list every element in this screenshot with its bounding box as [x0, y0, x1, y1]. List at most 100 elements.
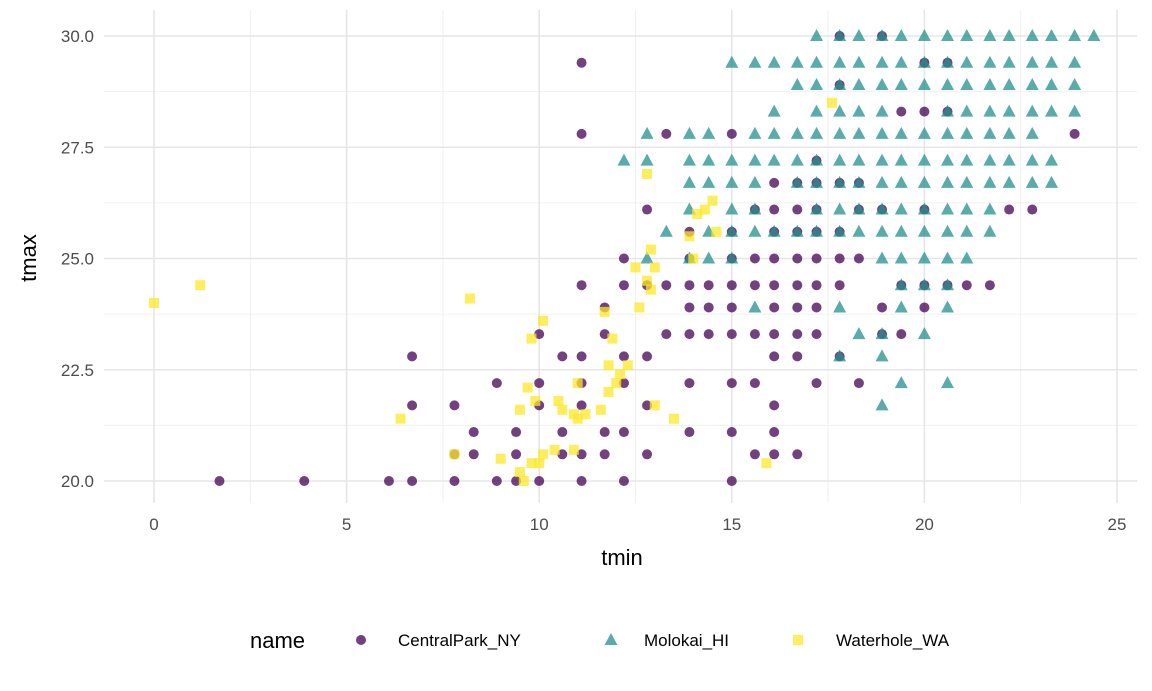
point-molokai-hi [1025, 126, 1039, 139]
x-axis-tick-labels: 0 5 10 15 20 25 [149, 515, 1126, 534]
point-molokai-hi [983, 126, 997, 139]
point-molokai-hi [875, 349, 889, 362]
point-centralpark-ny [642, 204, 653, 215]
point-waterhole-wa [761, 458, 772, 469]
point-molokai-hi [748, 153, 762, 166]
point-centralpark-ny [853, 253, 864, 264]
point-centralpark-ny [749, 280, 760, 291]
point-centralpark-ny [576, 280, 587, 291]
point-waterhole-wa [526, 333, 537, 344]
legend: name CentralPark_NY Molokai_HI Waterhole… [250, 628, 950, 653]
point-molokai-hi [852, 29, 866, 41]
point-centralpark-ny [896, 106, 907, 117]
point-centralpark-ny [491, 378, 502, 389]
point-molokai-hi [702, 251, 716, 264]
point-centralpark-ny [1004, 204, 1015, 215]
point-molokai-hi [1025, 29, 1039, 41]
point-molokai-hi [983, 55, 997, 68]
point-waterhole-wa [649, 262, 660, 273]
point-molokai-hi [790, 55, 804, 68]
point-molokai-hi [983, 224, 997, 237]
point-molokai-hi [983, 77, 997, 90]
point-molokai-hi [917, 126, 931, 139]
point-waterhole-wa [688, 253, 699, 264]
point-centralpark-ny [792, 329, 803, 340]
point-waterhole-wa [599, 306, 610, 317]
point-molokai-hi [960, 175, 974, 188]
point-molokai-hi [640, 153, 654, 166]
point-molokai-hi [894, 251, 908, 264]
point-waterhole-wa [580, 409, 591, 420]
point-centralpark-ny [449, 400, 460, 411]
minor-gridlines [104, 10, 1137, 503]
y-tick-label: 25.0 [61, 250, 94, 269]
legend-label-centralpark: CentralPark_NY [398, 631, 521, 650]
point-molokai-hi [960, 251, 974, 264]
point-molokai-hi [725, 202, 739, 215]
point-molokai-hi [852, 104, 866, 117]
point-centralpark-ny [792, 449, 803, 460]
point-molokai-hi [917, 278, 931, 291]
y-tick-label: 27.5 [61, 138, 94, 157]
point-molokai-hi [725, 224, 739, 237]
point-waterhole-wa [553, 395, 564, 406]
point-waterhole-wa [572, 378, 583, 389]
point-centralpark-ny [576, 351, 587, 362]
point-waterhole-wa [607, 333, 618, 344]
point-molokai-hi [1045, 153, 1059, 166]
point-centralpark-ny [642, 351, 653, 362]
point-molokai-hi [960, 55, 974, 68]
point-molokai-hi [725, 55, 739, 68]
point-centralpark-ny [703, 329, 714, 340]
point-molokai-hi [875, 126, 889, 139]
x-tick-label: 5 [342, 515, 351, 534]
point-molokai-hi [833, 300, 847, 313]
point-centralpark-ny [834, 253, 845, 264]
point-centralpark-ny [407, 476, 418, 486]
point-centralpark-ny [618, 427, 629, 438]
point-molokai-hi [875, 175, 889, 188]
legend-key-waterhole [793, 635, 803, 645]
point-centralpark-ny [511, 476, 522, 486]
point-molokai-hi [617, 153, 631, 166]
point-molokai-hi [875, 29, 889, 41]
point-molokai-hi [852, 175, 866, 188]
point-molokai-hi [748, 202, 762, 215]
point-molokai-hi [725, 153, 739, 166]
point-molokai-hi [810, 175, 824, 188]
point-molokai-hi [894, 77, 908, 90]
point-molokai-hi [1045, 104, 1059, 117]
point-centralpark-ny [792, 204, 803, 215]
point-centralpark-ny [684, 329, 695, 340]
point-waterhole-wa [449, 449, 460, 460]
point-centralpark-ny [511, 449, 522, 460]
point-centralpark-ny [726, 378, 737, 389]
data-points [149, 29, 1101, 486]
point-molokai-hi [790, 126, 804, 139]
point-centralpark-ny [834, 280, 845, 291]
point-centralpark-ny [468, 427, 479, 438]
point-waterhole-wa [514, 467, 525, 478]
point-centralpark-ny [726, 302, 737, 313]
point-molokai-hi [702, 126, 716, 139]
point-molokai-hi [640, 126, 654, 139]
point-centralpark-ny [726, 427, 737, 438]
point-centralpark-ny [811, 378, 822, 389]
point-molokai-hi [894, 29, 908, 41]
point-molokai-hi [767, 55, 781, 68]
point-centralpark-ny [407, 351, 418, 362]
point-molokai-hi [894, 278, 908, 291]
point-waterhole-wa [534, 458, 545, 469]
point-molokai-hi [875, 153, 889, 166]
point-molokai-hi [833, 349, 847, 362]
point-waterhole-wa [645, 284, 656, 295]
point-centralpark-ny [769, 329, 780, 340]
point-molokai-hi [1025, 104, 1039, 117]
point-waterhole-wa [149, 298, 159, 308]
point-centralpark-ny [618, 253, 629, 264]
point-molokai-hi [852, 202, 866, 215]
point-centralpark-ny [661, 329, 672, 340]
point-molokai-hi [960, 126, 974, 139]
point-molokai-hi [810, 224, 824, 237]
